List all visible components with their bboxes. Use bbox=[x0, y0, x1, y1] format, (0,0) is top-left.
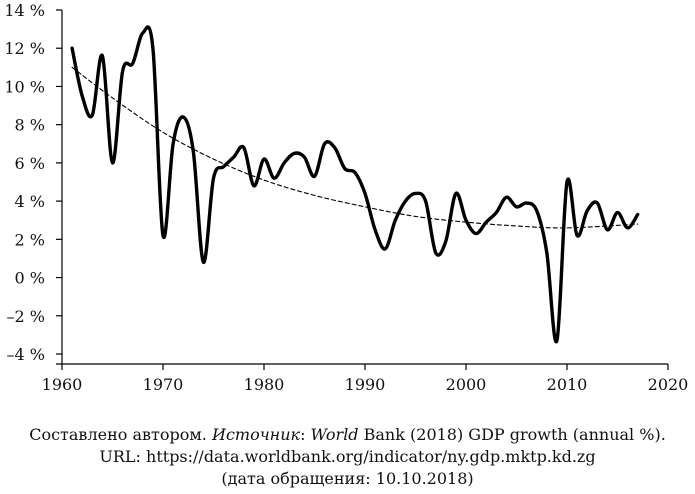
caption-source-org: World bbox=[310, 425, 359, 444]
x-tick-label: 1980 bbox=[244, 375, 285, 394]
x-tick-label: 1990 bbox=[345, 375, 386, 394]
gdp-growth-line bbox=[70, 25, 640, 344]
caption-text: : bbox=[300, 425, 311, 444]
caption-line-3: (дата обращения: 10.10.2018) bbox=[221, 469, 474, 488]
caption-source-label: Источник bbox=[211, 425, 301, 444]
caption-line-1: Составлено автором. Источник: World Bank… bbox=[0, 424, 695, 446]
y-tick-label: 14 % bbox=[4, 1, 45, 20]
chart-caption: Составлено автором. Источник: World Bank… bbox=[0, 424, 695, 490]
y-tick-label: 4 % bbox=[15, 192, 45, 211]
y-tick-label: 2 % bbox=[15, 230, 45, 249]
y-tick-label: 8 % bbox=[15, 116, 45, 135]
x-tick-label: 2000 bbox=[446, 375, 487, 394]
y-tick-label: 6 % bbox=[15, 154, 45, 173]
x-tick-label: 2010 bbox=[547, 375, 588, 394]
x-tick-label: 1960 bbox=[42, 375, 83, 394]
y-tick-label: 10 % bbox=[4, 77, 45, 96]
caption-text: Составлено автором. bbox=[29, 425, 212, 444]
y-tick-label: –2 % bbox=[7, 307, 45, 326]
caption-line-2: URL: https://data.worldbank.org/indicato… bbox=[99, 447, 596, 466]
caption-text: Bank (2018) GDP growth (annual %). bbox=[358, 425, 666, 444]
trend-line bbox=[71, 66, 639, 229]
y-tick-label: 0 % bbox=[15, 269, 45, 288]
y-tick-label: –4 % bbox=[7, 345, 45, 364]
axes bbox=[56, 10, 668, 365]
y-axis-ticks: 14 % 12 % 10 % 8 % 6 % 4 % 2 % 0 % –2 % –4 % bbox=[4, 1, 62, 364]
y-tick-label: 12 % bbox=[4, 39, 45, 58]
x-axis-ticks: 1960 1970 1980 1990 2000 2010 2020 bbox=[42, 364, 689, 394]
x-tick-label: 1970 bbox=[143, 375, 184, 394]
plot-series bbox=[70, 25, 640, 344]
x-tick-label: 2020 bbox=[648, 375, 689, 394]
gdp-growth-chart: 14 % 12 % 10 % 8 % 6 % 4 % 2 % 0 % –2 % –4 % 1960… bbox=[4, 1, 689, 394]
